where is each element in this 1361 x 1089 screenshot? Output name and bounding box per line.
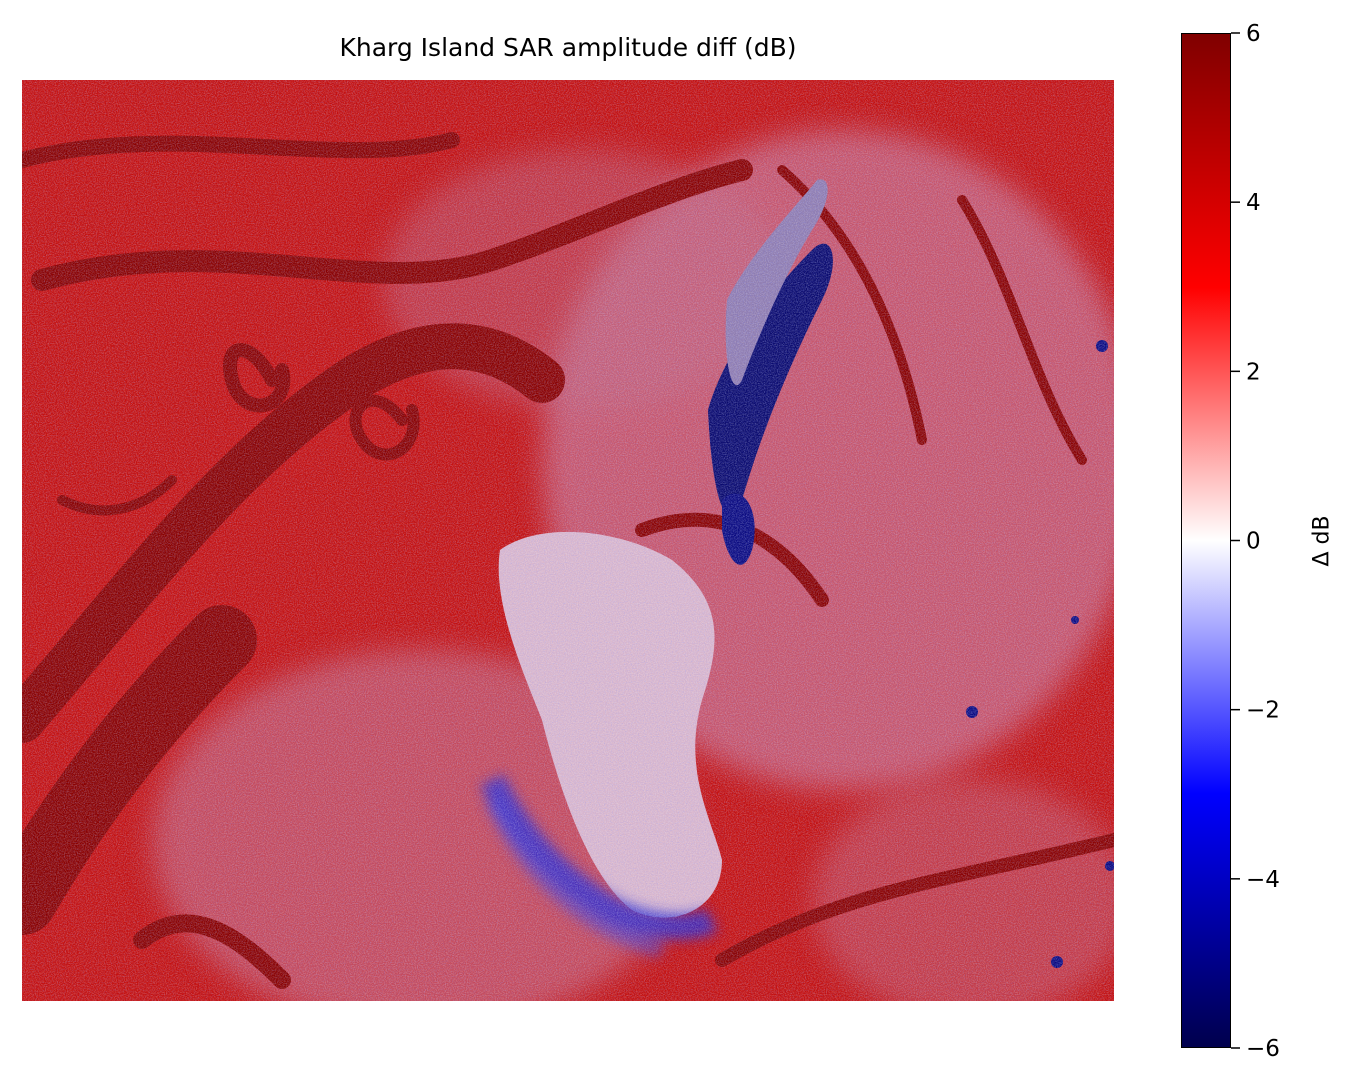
colorbar-tick-label: −4 — [1246, 867, 1280, 893]
heatmap-plot-area — [22, 80, 1114, 1001]
speckle-blue — [22, 80, 1114, 1001]
colorbar-tick-label: −2 — [1246, 698, 1280, 724]
chart-title: Kharg Island SAR amplitude diff (dB) — [339, 33, 797, 62]
colorbar-tick-label: −6 — [1246, 1036, 1280, 1062]
colorbar-tick-label: 0 — [1246, 529, 1261, 555]
colorbar-label: Δ dB — [1309, 515, 1335, 567]
colorbar-tick-label: 2 — [1246, 359, 1261, 385]
colorbar-axis: 6 4 2 0 −2 −4 −6 — [1231, 21, 1280, 1062]
heatmap — [22, 80, 1114, 1001]
colorbar-tick-label: 4 — [1246, 190, 1261, 216]
colorbar — [1181, 33, 1231, 1048]
colorbar-tick-label: 6 — [1246, 21, 1261, 47]
